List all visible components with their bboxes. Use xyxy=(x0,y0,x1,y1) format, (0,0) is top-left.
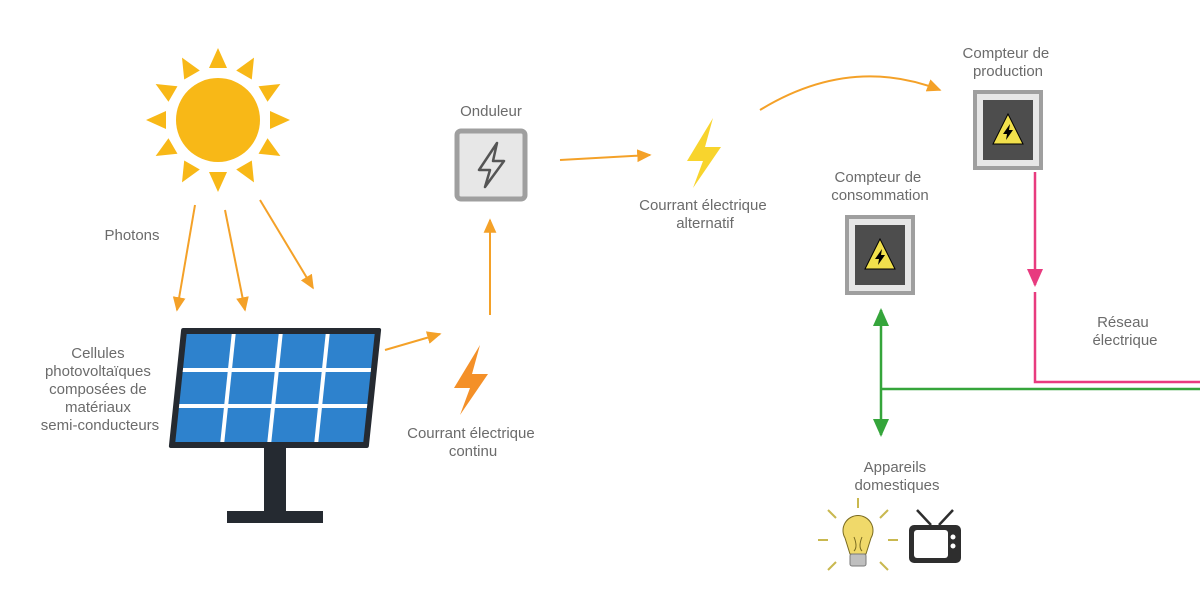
label-cons-meter: Compteur de consommation xyxy=(831,169,929,204)
arrow-photons xyxy=(177,200,313,310)
solar-diagram: Photons Cellules photovoltaïques composé… xyxy=(0,0,1200,601)
label-inverter: Onduleur xyxy=(460,103,522,120)
consumption-meter-icon xyxy=(847,217,913,293)
solar-panel-icon xyxy=(169,328,382,523)
label-cells: Cellules photovoltaïques composées de ma… xyxy=(41,345,159,434)
tv-icon xyxy=(909,510,961,563)
inverter-icon xyxy=(457,131,525,199)
label-dc: Courrant électrique continu xyxy=(407,425,539,460)
arrow-inverter-to-ac xyxy=(560,155,650,160)
production-meter-icon xyxy=(975,92,1041,168)
lightbulb-icon xyxy=(818,498,898,570)
ac-bolt-icon xyxy=(687,118,721,188)
label-grid: Réseau électrique xyxy=(1092,314,1157,349)
dc-bolt-icon xyxy=(454,345,488,415)
sun-icon xyxy=(146,48,290,192)
label-appliances: Appareils domestiques xyxy=(854,459,939,494)
label-photons: Photons xyxy=(104,227,159,244)
label-prod-meter: Compteur de production xyxy=(963,45,1054,80)
arrow-ac-to-prod xyxy=(760,76,940,110)
label-ac: Courrant électrique alternatif xyxy=(639,197,771,232)
arrow-panel-to-dc xyxy=(385,334,440,350)
